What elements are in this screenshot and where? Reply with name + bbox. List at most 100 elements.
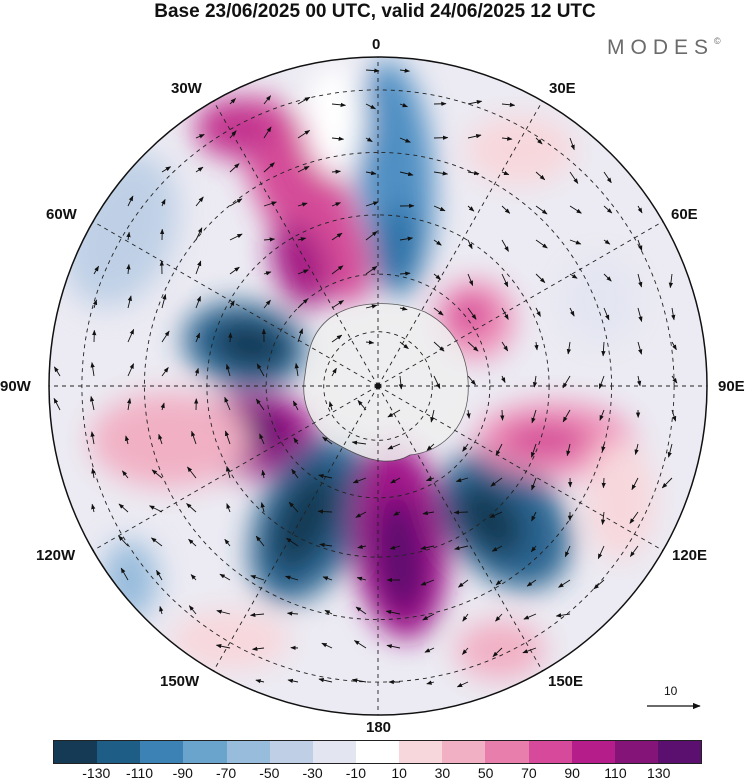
- wind-vector: [91, 468, 96, 479]
- wind-vector: [531, 409, 537, 424]
- wind-vector: [522, 647, 537, 654]
- wind-vector: [317, 509, 333, 514]
- wind-vector: [331, 202, 341, 207]
- wind-vector: [433, 307, 444, 316]
- wind-vector: [501, 170, 510, 176]
- wind-vector: [126, 398, 132, 411]
- meridian-line: [377, 385, 664, 551]
- wind-vector: [603, 239, 611, 245]
- wind-vector: [569, 273, 578, 279]
- wind-vector: [467, 205, 475, 212]
- wind-vector: [288, 501, 299, 513]
- wind-vector: [365, 265, 378, 275]
- wind-vector: [598, 375, 605, 390]
- wind-vector: [453, 510, 469, 515]
- wind-vector: [120, 567, 129, 581]
- wind-vector: [126, 263, 131, 275]
- wind-vector: [389, 545, 401, 550]
- colorbar-swatch: [226, 741, 270, 763]
- chart-title: Base 23/06/2025 00 UTC, valid 24/06/2025…: [154, 1, 596, 22]
- colorbar-swatch: [442, 741, 486, 763]
- wind-vector: [229, 300, 235, 309]
- wind-vector: [636, 375, 642, 387]
- wind-vector: [399, 68, 411, 73]
- wind-vector: [355, 511, 367, 518]
- wind-vector: [224, 538, 231, 547]
- anomaly-region: [373, 205, 423, 295]
- wind-vector: [467, 100, 483, 105]
- meridian-line: [377, 385, 543, 672]
- wind-vector: [357, 544, 367, 549]
- anomaly-region: [239, 96, 371, 304]
- anomaly-region: [585, 440, 655, 560]
- wind-vector: [127, 295, 132, 309]
- colorbar-tick-label: -110: [126, 765, 154, 781]
- wind-vector: [399, 306, 408, 311]
- anomaly-region: [271, 221, 329, 309]
- wind-vector: [161, 330, 170, 343]
- wind-vector: [297, 96, 311, 105]
- wind-vector: [263, 126, 272, 139]
- wind-vector: [467, 170, 480, 176]
- wind-vector: [225, 430, 231, 445]
- wind-vector: [433, 205, 446, 212]
- wind-vector: [191, 430, 197, 445]
- wind-vector: [454, 545, 469, 551]
- wind-vector: [531, 477, 537, 491]
- wind-vector: [150, 537, 163, 547]
- wind-vector: [297, 237, 307, 242]
- lon-label-30w: 30W: [171, 80, 202, 97]
- colorbar-tick-label: -70: [215, 765, 237, 781]
- wind-vector: [455, 477, 469, 483]
- wind-vector: [195, 332, 201, 343]
- reference-vector-label: 10: [664, 684, 678, 698]
- wind-vector: [601, 443, 606, 453]
- wind-vector: [386, 644, 401, 649]
- wind-vector: [255, 398, 265, 411]
- wind-vector: [151, 469, 163, 479]
- colorbar-swatch: [183, 741, 227, 763]
- anomaly-region: [465, 115, 575, 185]
- wind-vector: [188, 605, 197, 615]
- wind-vector: [194, 367, 199, 377]
- wind-vector: [365, 231, 378, 241]
- wind-vector: [399, 103, 408, 108]
- anomaly-region: [90, 392, 250, 488]
- lon-label-150e: 150E: [548, 673, 584, 690]
- wind-vector: [425, 476, 435, 482]
- wind-vector: [424, 647, 435, 653]
- wind-vector: [603, 171, 612, 184]
- lon-label-120e: 120E: [672, 547, 708, 564]
- wind-vector: [291, 468, 299, 479]
- lon-label-60e: 60E: [671, 206, 698, 223]
- wind-vector: [322, 576, 333, 581]
- wind-vector: [91, 503, 96, 513]
- wind-vector: [322, 436, 333, 445]
- wind-vector: [535, 205, 548, 215]
- wind-vector: [467, 134, 482, 139]
- wind-vector: [186, 503, 197, 513]
- wind-vector: [195, 260, 202, 275]
- modes-logo: MODES©: [607, 36, 721, 60]
- wind-vector: [501, 341, 509, 352]
- wind-vector: [331, 334, 343, 343]
- lon-label-60w: 60W: [46, 206, 77, 223]
- wind-vector: [467, 341, 479, 352]
- wind-vector: [54, 366, 61, 377]
- wind-vector: [501, 102, 516, 107]
- lon-label-90w: 90W: [0, 378, 31, 395]
- wind-vector: [159, 605, 164, 615]
- wind-vector: [318, 474, 333, 479]
- wind-vector: [569, 205, 582, 214]
- wind-vector: [433, 273, 442, 280]
- wind-vector: [466, 409, 471, 419]
- colorbar-swatch: [312, 741, 356, 763]
- wind-vector: [566, 341, 572, 355]
- wind-vector: [319, 542, 333, 548]
- wind-vector: [562, 375, 571, 389]
- colorbar-swatch: [140, 741, 184, 763]
- wind-vector: [260, 502, 265, 513]
- wind-vector: [661, 477, 673, 489]
- lon-label-150w: 150W: [160, 673, 200, 690]
- wind-vector: [158, 433, 163, 445]
